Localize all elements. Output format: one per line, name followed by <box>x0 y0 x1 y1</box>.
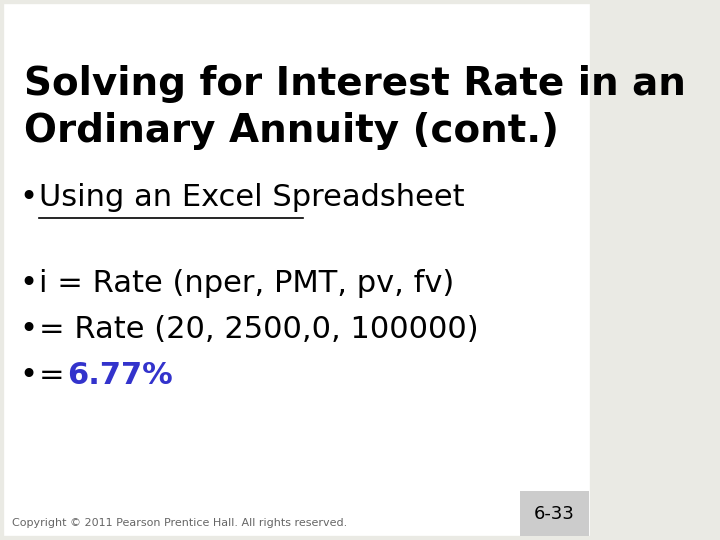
Text: •: • <box>19 183 37 212</box>
Text: 6.77%: 6.77% <box>67 361 173 390</box>
Text: i = Rate (nper, PMT, pv, fv): i = Rate (nper, PMT, pv, fv) <box>39 269 454 298</box>
Text: •: • <box>19 361 37 390</box>
Text: 6-33: 6-33 <box>534 504 575 523</box>
Text: = Rate (20, 2500,0, 100000): = Rate (20, 2500,0, 100000) <box>39 315 478 344</box>
FancyBboxPatch shape <box>0 0 594 540</box>
Text: =: = <box>39 361 74 390</box>
FancyBboxPatch shape <box>520 491 589 536</box>
Text: Using an Excel Spreadsheet: Using an Excel Spreadsheet <box>39 183 464 212</box>
Text: •: • <box>19 269 37 298</box>
Text: Copyright © 2011 Pearson Prentice Hall. All rights reserved.: Copyright © 2011 Pearson Prentice Hall. … <box>12 518 347 528</box>
Text: Solving for Interest Rate in an
Ordinary Annuity (cont.): Solving for Interest Rate in an Ordinary… <box>24 65 685 150</box>
Text: •: • <box>19 315 37 344</box>
